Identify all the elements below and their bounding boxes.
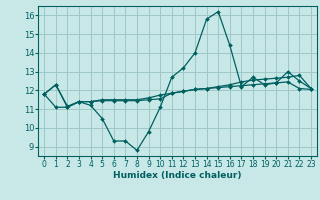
X-axis label: Humidex (Indice chaleur): Humidex (Indice chaleur)	[113, 171, 242, 180]
